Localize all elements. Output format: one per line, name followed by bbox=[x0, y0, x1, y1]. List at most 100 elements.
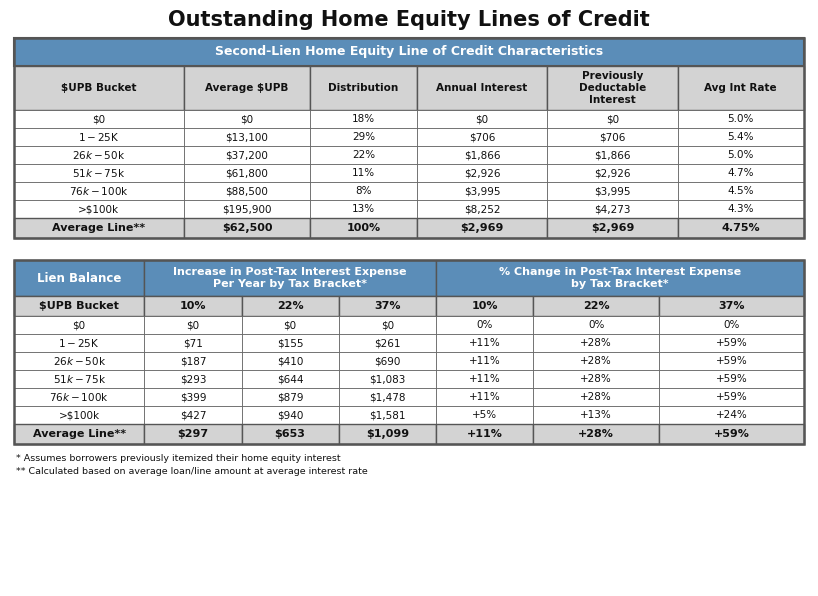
Text: $0: $0 bbox=[475, 114, 488, 124]
Text: $88,500: $88,500 bbox=[226, 186, 268, 196]
Text: % Change in Post-Tax Interest Expense
by Tax Bracket*: % Change in Post-Tax Interest Expense by… bbox=[499, 267, 741, 289]
Text: $155: $155 bbox=[276, 338, 303, 348]
Bar bbox=[436, 424, 533, 444]
Text: $1-$25K: $1-$25K bbox=[79, 131, 119, 143]
Text: $0: $0 bbox=[380, 320, 393, 330]
Bar bbox=[14, 38, 804, 238]
Bar bbox=[14, 334, 144, 352]
Text: $1,866: $1,866 bbox=[464, 150, 501, 160]
Bar bbox=[144, 352, 241, 370]
Bar bbox=[677, 200, 804, 218]
Text: Avg Int Rate: Avg Int Rate bbox=[704, 83, 777, 93]
Bar bbox=[659, 424, 804, 444]
Text: 10%: 10% bbox=[180, 301, 206, 311]
Text: $297: $297 bbox=[178, 429, 209, 439]
Text: $3,995: $3,995 bbox=[464, 186, 501, 196]
Text: $51k-$75k: $51k-$75k bbox=[52, 373, 106, 385]
Text: $0: $0 bbox=[240, 114, 254, 124]
Text: 37%: 37% bbox=[718, 301, 745, 311]
Bar bbox=[14, 128, 184, 146]
Text: $26k-$50k: $26k-$50k bbox=[52, 355, 106, 367]
Text: +59%: +59% bbox=[714, 429, 749, 439]
Bar bbox=[436, 352, 533, 370]
Bar bbox=[677, 164, 804, 182]
Text: Second-Lien Home Equity Line of Credit Characteristics: Second-Lien Home Equity Line of Credit C… bbox=[215, 45, 603, 58]
Text: $2,926: $2,926 bbox=[594, 168, 631, 178]
Text: $2,969: $2,969 bbox=[591, 223, 634, 233]
Text: 4.3%: 4.3% bbox=[727, 204, 754, 214]
Bar bbox=[144, 260, 436, 296]
Text: $4,273: $4,273 bbox=[594, 204, 631, 214]
Text: +13%: +13% bbox=[580, 410, 612, 420]
Text: Annual Interest: Annual Interest bbox=[437, 83, 528, 93]
Bar bbox=[659, 406, 804, 424]
Bar bbox=[144, 424, 241, 444]
Text: 8%: 8% bbox=[355, 186, 372, 196]
Bar bbox=[417, 110, 547, 128]
Text: $1,083: $1,083 bbox=[369, 374, 406, 384]
Bar bbox=[436, 296, 533, 316]
Bar bbox=[14, 182, 184, 200]
Bar bbox=[533, 316, 659, 334]
Bar bbox=[144, 388, 241, 406]
Text: >$100k: >$100k bbox=[79, 204, 119, 214]
Text: $61,800: $61,800 bbox=[226, 168, 268, 178]
Text: 18%: 18% bbox=[352, 114, 375, 124]
Bar bbox=[241, 316, 339, 334]
Bar bbox=[677, 110, 804, 128]
Bar bbox=[184, 218, 310, 238]
Bar bbox=[241, 388, 339, 406]
Text: $1-$25K: $1-$25K bbox=[58, 337, 100, 349]
Text: $26k-$50k: $26k-$50k bbox=[72, 149, 125, 161]
Text: Average Line**: Average Line** bbox=[33, 429, 126, 439]
Bar bbox=[310, 218, 417, 238]
Bar bbox=[547, 164, 677, 182]
Text: $1,099: $1,099 bbox=[366, 429, 409, 439]
Text: +5%: +5% bbox=[472, 410, 497, 420]
Text: 22%: 22% bbox=[276, 301, 303, 311]
Text: $37,200: $37,200 bbox=[226, 150, 268, 160]
Text: 10%: 10% bbox=[471, 301, 497, 311]
Text: $0: $0 bbox=[92, 114, 106, 124]
Text: Outstanding Home Equity Lines of Credit: Outstanding Home Equity Lines of Credit bbox=[169, 10, 649, 30]
Bar bbox=[436, 260, 804, 296]
Text: 5.0%: 5.0% bbox=[728, 150, 754, 160]
Bar bbox=[14, 352, 144, 370]
Text: $UPB Bucket: $UPB Bucket bbox=[61, 83, 137, 93]
Bar bbox=[533, 370, 659, 388]
Bar bbox=[14, 164, 184, 182]
Text: $293: $293 bbox=[180, 374, 206, 384]
Text: +59%: +59% bbox=[716, 356, 748, 366]
Bar bbox=[14, 296, 144, 316]
Text: $653: $653 bbox=[275, 429, 306, 439]
Bar bbox=[339, 424, 436, 444]
Bar bbox=[310, 66, 417, 110]
Bar bbox=[310, 110, 417, 128]
Bar bbox=[310, 182, 417, 200]
Bar bbox=[677, 218, 804, 238]
Text: $1,478: $1,478 bbox=[369, 392, 406, 402]
Bar bbox=[677, 128, 804, 146]
Bar bbox=[339, 370, 436, 388]
Bar bbox=[14, 406, 144, 424]
Text: 4.5%: 4.5% bbox=[727, 186, 754, 196]
Text: 4.7%: 4.7% bbox=[727, 168, 754, 178]
Bar bbox=[184, 200, 310, 218]
Bar bbox=[547, 218, 677, 238]
Bar bbox=[436, 370, 533, 388]
Bar bbox=[533, 296, 659, 316]
Text: ** Calculated based on average loan/line amount at average interest rate: ** Calculated based on average loan/line… bbox=[16, 467, 368, 476]
Text: $261: $261 bbox=[374, 338, 401, 348]
Text: 100%: 100% bbox=[347, 223, 380, 233]
Text: $1,866: $1,866 bbox=[594, 150, 631, 160]
Bar bbox=[659, 388, 804, 406]
Bar bbox=[533, 406, 659, 424]
Text: +28%: +28% bbox=[580, 338, 612, 348]
Bar bbox=[14, 38, 804, 66]
Text: +24%: +24% bbox=[716, 410, 748, 420]
Bar bbox=[659, 316, 804, 334]
Text: $8,252: $8,252 bbox=[464, 204, 501, 214]
Bar bbox=[184, 66, 310, 110]
Bar bbox=[417, 128, 547, 146]
Text: $706: $706 bbox=[469, 132, 495, 142]
